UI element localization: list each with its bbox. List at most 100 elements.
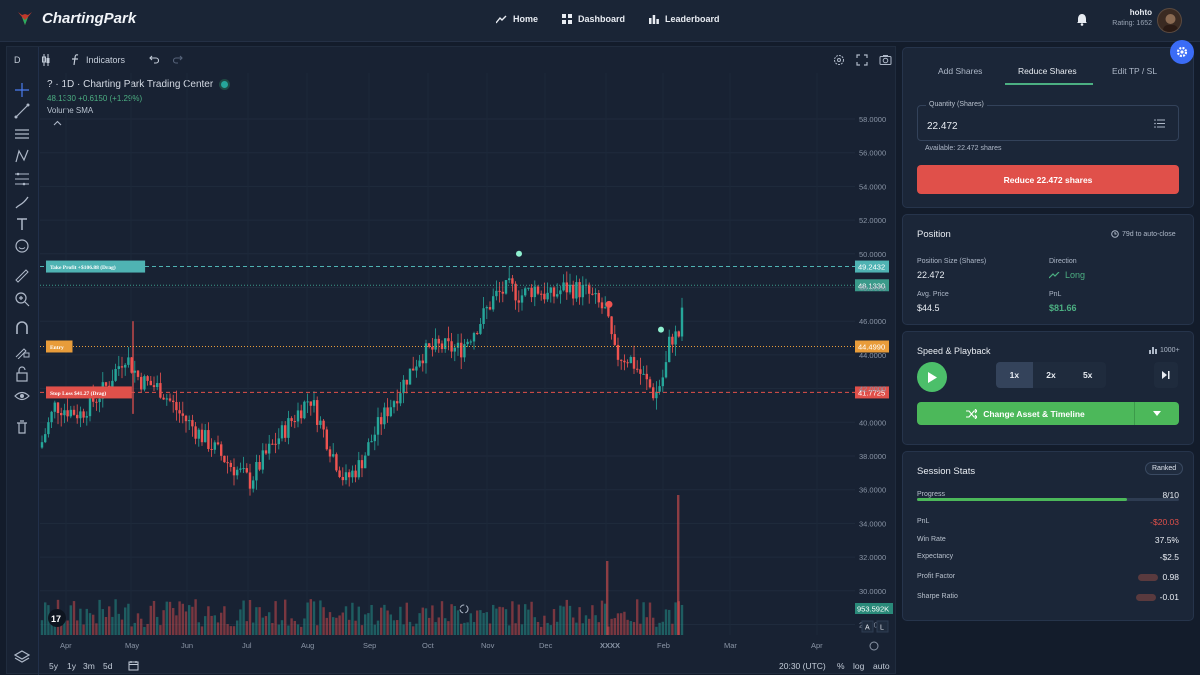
- settings-icon[interactable]: [833, 54, 845, 66]
- lock-icon[interactable]: [14, 366, 30, 382]
- ruler-icon[interactable]: [14, 268, 30, 284]
- fib-icon[interactable]: [14, 171, 30, 187]
- range-3m[interactable]: 3m: [83, 661, 95, 671]
- volume-bar: [210, 615, 213, 635]
- emoji-icon[interactable]: [14, 238, 30, 254]
- list-icon[interactable]: [1154, 119, 1165, 128]
- volume-bar: [581, 623, 584, 635]
- price-tick: 48.0000: [859, 284, 886, 293]
- take-profit-label-box[interactable]: [46, 260, 146, 273]
- change-asset-button[interactable]: Change Asset & Timeline: [917, 402, 1179, 425]
- reduce-shares-button[interactable]: Reduce 22.472 shares: [917, 165, 1179, 194]
- time-tick: Dec: [539, 641, 553, 650]
- price-chart[interactable]: Take Profit +$106.88 (Drag) 49.2432 48.133…: [40, 73, 895, 653]
- trash-icon[interactable]: [14, 419, 30, 435]
- volume-bar: [335, 617, 338, 635]
- range-5y[interactable]: 5y: [49, 661, 58, 671]
- eye-icon[interactable]: [14, 388, 30, 404]
- user-info[interactable]: hohto Rating: 1652: [1104, 8, 1152, 27]
- nav-leaderboard[interactable]: Leaderboard: [649, 14, 720, 24]
- candle-body: [204, 430, 207, 443]
- speed-5x[interactable]: 5x: [1069, 362, 1106, 388]
- reset-icon[interactable]: [459, 604, 469, 614]
- candle-body: [565, 282, 568, 293]
- stat-label: Profit Factor: [917, 573, 956, 580]
- range-1y[interactable]: 1y: [67, 661, 76, 671]
- volume-bar: [389, 614, 392, 635]
- bell-icon[interactable]: [1076, 13, 1088, 26]
- quantity-field[interactable]: Quantity (Shares) 22.472: [917, 101, 1179, 141]
- volume-bar: [88, 613, 92, 635]
- size-label: Position Size (Shares): [917, 258, 987, 265]
- undo-icon[interactable]: [149, 55, 159, 64]
- scale-log-toggle[interactable]: [876, 620, 889, 633]
- volume-bar: [268, 612, 271, 635]
- entry-label-box[interactable]: [46, 340, 73, 353]
- avatar[interactable]: [1157, 8, 1182, 33]
- time-tick: Jul: [242, 641, 252, 650]
- layers-icon[interactable]: [14, 649, 30, 665]
- redo-icon[interactable]: [173, 55, 183, 64]
- scale-auto-toggle[interactable]: [861, 620, 874, 633]
- fullscreen-icon[interactable]: [856, 54, 868, 66]
- stop-loss-label-box[interactable]: [46, 386, 132, 399]
- time-tick: XXXX: [600, 641, 620, 650]
- volume-bar: [636, 599, 639, 635]
- speed-2x[interactable]: 2x: [1032, 362, 1070, 388]
- volume-bar: [431, 605, 434, 635]
- volume-bar: [456, 610, 460, 635]
- sell-marker[interactable]: [605, 300, 613, 308]
- nav-dashboard[interactable]: Dashboard: [562, 14, 625, 24]
- nav-home[interactable]: Home: [496, 14, 538, 24]
- stat-value: -$20.03: [1150, 517, 1179, 527]
- range-5d[interactable]: 5d: [103, 661, 113, 671]
- speed-1x[interactable]: 1x: [996, 362, 1033, 388]
- brand[interactable]: ChartingPark: [16, 9, 136, 27]
- settings-small-icon[interactable]: [869, 641, 879, 651]
- scale-percent[interactable]: %: [837, 661, 845, 671]
- volume-bar: [437, 617, 440, 635]
- zoom-in-icon[interactable]: [14, 291, 30, 307]
- tv-logo-icon[interactable]: [48, 609, 66, 627]
- lock-drawing-icon[interactable]: [14, 343, 30, 359]
- bull-logo-icon: [18, 12, 32, 25]
- skip-forward-button[interactable]: [1154, 362, 1178, 388]
- volume-bar: [332, 617, 335, 635]
- candle-body: [466, 341, 469, 345]
- indicators-button[interactable]: Indicators: [71, 54, 125, 65]
- volume-bar: [655, 626, 658, 635]
- candle-body: [460, 342, 463, 358]
- volume-bar: [252, 622, 255, 635]
- camera-icon[interactable]: [879, 54, 892, 65]
- candle-body: [575, 282, 578, 299]
- volume-bar: [447, 621, 450, 635]
- collapse-icon[interactable]: [53, 120, 62, 126]
- candle-body: [69, 409, 72, 417]
- scale-log[interactable]: log: [853, 661, 865, 671]
- volume-bar: [645, 617, 648, 635]
- time-label[interactable]: 20:30 (UTC): [779, 661, 826, 671]
- text-icon[interactable]: [14, 216, 30, 232]
- trendline-icon[interactable]: [14, 103, 30, 119]
- tab-edit-tp-sl[interactable]: Edit TP / SL: [1112, 66, 1158, 76]
- calendar-range-icon[interactable]: [128, 660, 139, 671]
- brush-icon[interactable]: [14, 194, 30, 210]
- pattern-icon[interactable]: [14, 148, 30, 164]
- candle-body: [98, 398, 101, 403]
- change-asset-dropdown[interactable]: [1135, 402, 1179, 425]
- marker-dot[interactable]: [516, 250, 522, 257]
- scale-auto[interactable]: auto: [873, 661, 890, 671]
- magnet-icon[interactable]: [14, 320, 30, 336]
- settings-gear-button[interactable]: [1170, 40, 1194, 64]
- tab-reduce-shares[interactable]: Reduce Shares: [1018, 66, 1077, 76]
- play-button[interactable]: [917, 362, 947, 392]
- marker-dot[interactable]: [658, 326, 664, 333]
- time-tick: Sep: [363, 641, 376, 650]
- horizontal-lines-icon[interactable]: [14, 126, 30, 142]
- volume-bar: [668, 609, 671, 635]
- crosshair-icon[interactable]: [14, 82, 30, 98]
- tab-add-shares[interactable]: Add Shares: [938, 66, 983, 76]
- interval-letter[interactable]: D: [14, 55, 21, 65]
- candle-body: [648, 379, 652, 388]
- candle-type-button[interactable]: [41, 54, 51, 66]
